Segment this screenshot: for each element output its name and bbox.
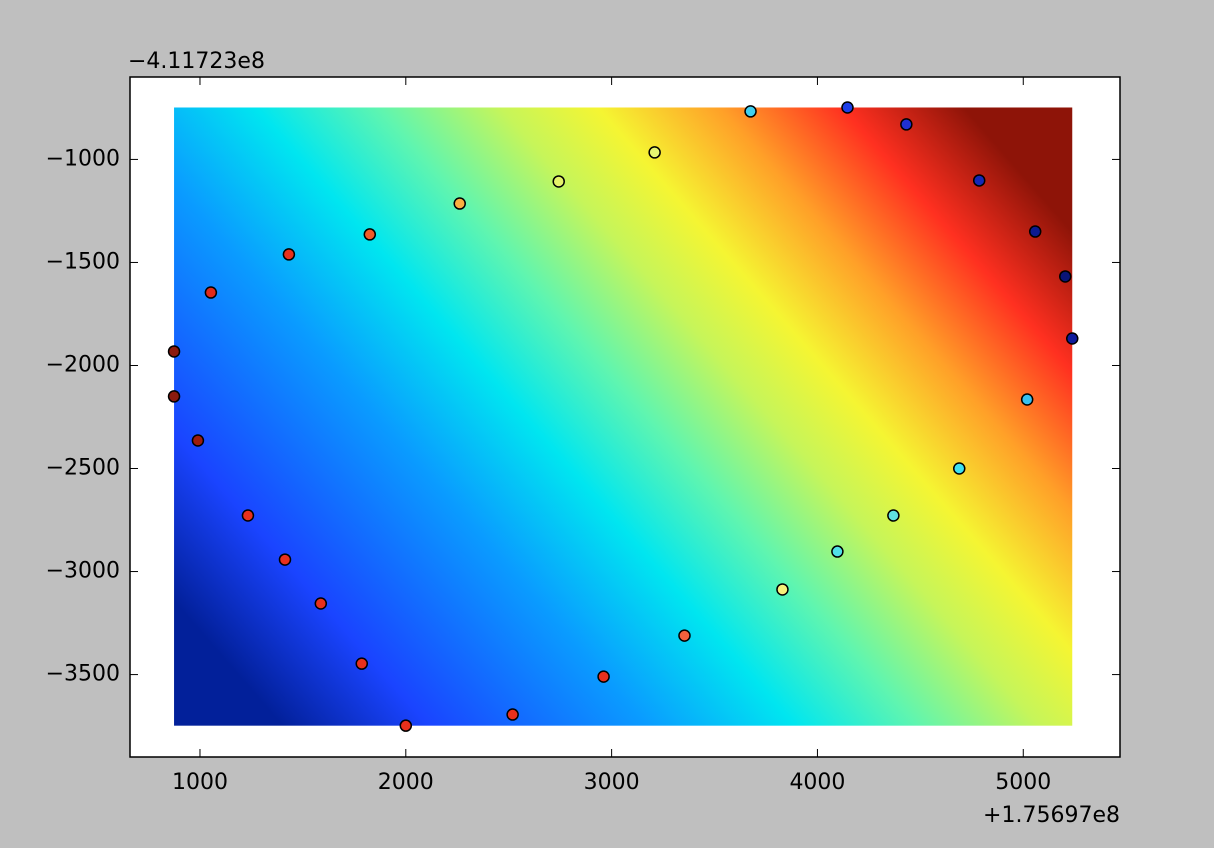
point — [167, 345, 181, 358]
y-tick-label: −2000 — [46, 352, 120, 377]
axes-frame — [129, 76, 1121, 758]
point — [167, 390, 181, 403]
y-tick-label: −1500 — [46, 249, 120, 274]
point — [1059, 270, 1072, 283]
point — [744, 105, 757, 118]
point — [453, 197, 466, 210]
point — [841, 101, 854, 114]
y-offset-label: −4.11723e8 — [128, 49, 265, 74]
y-tick-label: −1000 — [46, 146, 120, 171]
point — [241, 509, 255, 522]
x-offset-label: +1.75697e8 — [983, 803, 1120, 828]
y-tick-label: −3500 — [46, 662, 120, 687]
point — [1020, 393, 1034, 406]
point — [282, 248, 296, 261]
point — [314, 597, 328, 610]
x-tick-label: 5000 — [995, 770, 1051, 795]
point — [278, 553, 292, 566]
point — [831, 545, 844, 558]
point — [887, 509, 900, 522]
point — [506, 708, 519, 721]
x-tick-label: 3000 — [584, 770, 640, 795]
x-tick-label: 2000 — [378, 770, 434, 795]
field-image — [174, 107, 1073, 726]
point — [776, 583, 789, 596]
point — [204, 286, 218, 299]
point — [191, 434, 205, 447]
point — [399, 719, 413, 732]
point — [900, 118, 913, 131]
point — [648, 146, 661, 159]
point — [552, 175, 565, 188]
y-tick-label: −2500 — [46, 456, 120, 481]
point — [972, 174, 986, 187]
x-tick-label: 1000 — [172, 770, 228, 795]
point — [1065, 332, 1079, 345]
point — [678, 629, 691, 642]
point — [1028, 225, 1042, 238]
point — [363, 228, 377, 241]
x-tick-label: 4000 — [789, 770, 845, 795]
point — [355, 657, 369, 670]
point — [597, 670, 610, 683]
point — [953, 462, 966, 475]
y-tick-label: −3000 — [46, 559, 120, 584]
